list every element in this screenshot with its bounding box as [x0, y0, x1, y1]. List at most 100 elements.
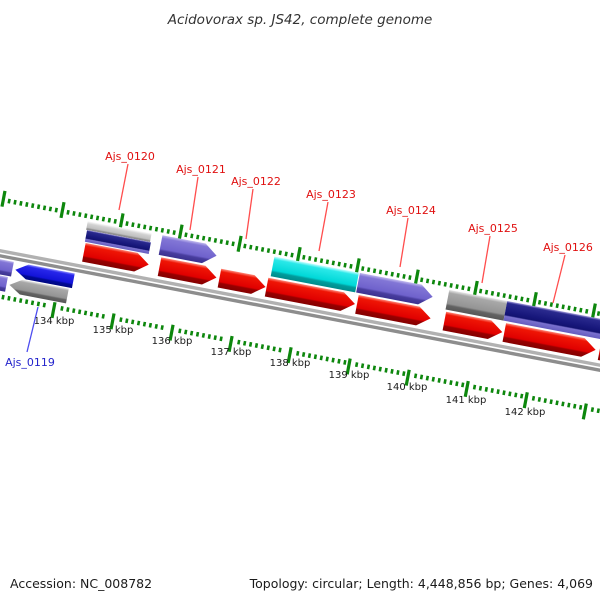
minor-tick — [196, 234, 200, 240]
minor-tick — [520, 296, 524, 302]
minor-tick — [366, 364, 371, 370]
gene-arrow-Ajs_0124[interactable] — [356, 272, 434, 307]
minor-tick — [201, 332, 206, 338]
gene-label-Ajs_0124[interactable]: Ajs_0124 — [386, 204, 436, 217]
gene-arrow-Ajs_0126[interactable] — [503, 300, 600, 341]
ruler-label: 138 kbp — [270, 358, 311, 369]
footer-summary: Topology: circular; Length: 4,448,856 bp… — [249, 576, 593, 591]
gene-arrow-Ajs_0125[interactable] — [442, 311, 505, 342]
minor-tick — [596, 311, 600, 316]
major-tick — [118, 213, 125, 230]
minor-tick — [419, 374, 424, 380]
major-tick — [236, 235, 243, 252]
gene-label-Ajs_0126[interactable]: Ajs_0126 — [543, 241, 593, 254]
gene-arrow-Ajs_0120[interactable] — [84, 229, 151, 254]
minor-tick — [378, 366, 382, 372]
minor-tick — [549, 399, 553, 405]
minor-tick — [537, 397, 542, 402]
gene-arrow-Ajs_0122[interactable] — [217, 268, 268, 296]
minor-tick — [585, 308, 589, 314]
minor-tick — [66, 209, 70, 215]
minor-tick — [266, 248, 271, 254]
minor-tick — [225, 240, 229, 246]
gene-arrow-Ajs_0123[interactable] — [270, 256, 359, 293]
minor-tick — [449, 282, 453, 288]
minor-tick — [343, 262, 347, 268]
minor-tick — [449, 380, 453, 386]
minor-tick — [437, 280, 442, 286]
gene-arrow-Ajs_0125[interactable] — [445, 289, 508, 321]
minor-tick — [30, 300, 35, 306]
minor-tick — [508, 391, 512, 397]
minor-tick — [260, 247, 265, 252]
minor-tick — [443, 281, 447, 287]
gene-arrow-Ajs_0124[interactable] — [355, 295, 432, 328]
gene-labels: Ajs_0119 Ajs_0120 Ajs_0121 Ajs_0122 Ajs_0123… — [5, 150, 593, 369]
minor-tick — [7, 295, 11, 301]
minor-tick — [567, 305, 571, 311]
gene-label-Ajs_0123[interactable]: Ajs_0123 — [306, 188, 356, 201]
minor-tick — [366, 267, 371, 273]
gene-arrow-Ajs_0119[interactable] — [14, 262, 75, 289]
minor-tick — [313, 354, 318, 360]
gene-label-Ajs_0121[interactable]: Ajs_0121 — [176, 163, 226, 176]
gene-arrow-Ajs_0121[interactable] — [157, 257, 219, 287]
gene-arrow-Ajs_0121[interactable] — [158, 235, 219, 265]
minor-tick — [419, 277, 424, 283]
minor-tick — [390, 271, 394, 277]
minor-tick — [78, 212, 82, 218]
minor-tick — [184, 329, 188, 335]
major-tick — [295, 246, 302, 264]
minor-tick — [125, 221, 129, 227]
major-tick — [286, 346, 293, 364]
gene-label-Ajs_0125[interactable]: Ajs_0125 — [468, 222, 518, 235]
gene-arrow-Ajs_0123[interactable] — [264, 277, 357, 314]
minor-tick — [48, 206, 53, 212]
minor-tick — [455, 381, 459, 387]
major-tick — [59, 201, 66, 219]
major-tick — [50, 301, 57, 319]
leader-line-Ajs_0126 — [552, 254, 566, 304]
minor-tick — [484, 386, 489, 392]
ruler-label: 140 kbp — [387, 382, 428, 393]
major-tick — [522, 392, 529, 409]
minor-tick — [42, 302, 46, 308]
gene-arrow-Ajs_0120[interactable] — [86, 220, 152, 242]
gene-arrow-Ajs_0126[interactable] — [502, 323, 598, 359]
minor-tick — [596, 408, 600, 414]
ruler-label: 136 kbp — [152, 336, 193, 347]
ruler-labels: 134 kbp 135 kbp 136 kbp 137 kbp 138 kbp 139 k… — [34, 316, 546, 418]
gene-label-Ajs_0119[interactable]: Ajs_0119 — [5, 356, 55, 369]
minor-tick — [266, 345, 270, 351]
minor-tick — [254, 343, 259, 348]
minor-tick — [296, 350, 300, 356]
minor-tick — [231, 241, 235, 247]
minor-tick — [36, 204, 41, 210]
minor-tick — [349, 263, 353, 269]
minor-tick — [307, 353, 312, 359]
minor-tick — [137, 223, 141, 229]
gene-label-Ajs_0120[interactable]: Ajs_0120 — [105, 150, 155, 163]
genome-arc — [0, 190, 600, 420]
minor-tick — [272, 249, 277, 255]
minor-tick — [402, 273, 406, 279]
minor-tick — [213, 238, 218, 243]
major-tick — [590, 303, 597, 320]
minor-tick — [101, 216, 106, 222]
gene-arrow-Ajs_0120[interactable] — [82, 242, 150, 274]
minor-tick — [107, 217, 112, 223]
major-tick — [109, 313, 116, 330]
minor-tick — [84, 213, 88, 219]
minor-tick — [248, 341, 253, 347]
gene-arrow-Ajs_0119[interactable] — [8, 278, 69, 304]
major-tick — [472, 280, 479, 298]
minor-tick — [390, 368, 394, 374]
minor-tick — [19, 200, 23, 206]
minor-tick — [160, 325, 164, 330]
minor-tick — [319, 258, 324, 264]
minor-tick — [543, 398, 547, 404]
minor-tick — [484, 289, 489, 295]
gene-label-Ajs_0122[interactable]: Ajs_0122 — [231, 175, 281, 188]
